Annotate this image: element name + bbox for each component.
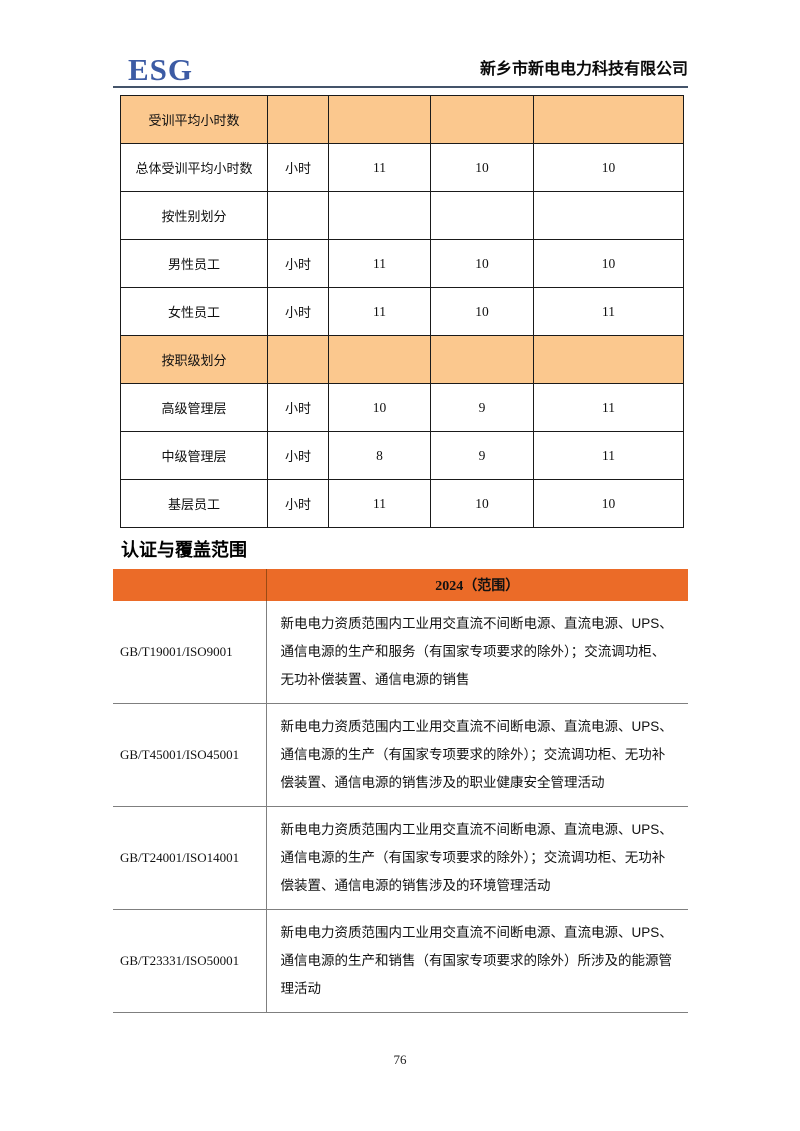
value-cell: 8 (328, 431, 431, 480)
scope-cell: 新电电力资质范围内工业用交直流不间断电源、直流电源、UPS、通信电源的生产和销售… (266, 909, 688, 1013)
training-hours-table: 受训平均小时数 总体受训平均小时数 小时 11 10 10 按性别划分 (120, 95, 684, 528)
scope-cell: 新电电力资质范围内工业用交直流不间断电源、直流电源、UPS、通信电源的生产（有国… (266, 806, 688, 910)
page-header: ESG 新乡市新电电力科技有限公司 (113, 42, 688, 88)
standard-cell: GB/T23331/ISO50001 (113, 909, 267, 1013)
unit-cell: 小时 (267, 143, 329, 192)
row-label: 女性员工 (120, 287, 268, 336)
value-cell (430, 95, 534, 144)
table-row: GB/T23331/ISO50001 新电电力资质范围内工业用交直流不间断电源、… (113, 909, 688, 1013)
value-cell: 10 (533, 479, 684, 528)
unit-cell: 小时 (267, 239, 329, 288)
value-cell: 10 (430, 287, 534, 336)
esg-logo: ESG (128, 52, 194, 87)
table-row: 按性别划分 (120, 191, 684, 240)
unit-cell (267, 191, 329, 240)
unit-cell: 小时 (267, 431, 329, 480)
value-cell: 10 (430, 239, 534, 288)
row-label: 按性别划分 (120, 191, 268, 240)
table-row: 中级管理层 小时 8 9 11 (120, 431, 684, 480)
row-label: 高级管理层 (120, 383, 268, 432)
table-row: 总体受训平均小时数 小时 11 10 10 (120, 143, 684, 192)
header-empty-cell (113, 569, 267, 601)
standard-cell: GB/T24001/ISO14001 (113, 806, 267, 910)
unit-cell (267, 95, 329, 144)
value-cell: 10 (430, 143, 534, 192)
table-row: 女性员工 小时 11 10 11 (120, 287, 684, 336)
value-cell (533, 95, 684, 144)
row-label: 按职级划分 (120, 335, 268, 384)
value-cell: 9 (430, 383, 534, 432)
value-cell: 10 (533, 143, 684, 192)
unit-cell: 小时 (267, 287, 329, 336)
section-title: 认证与覆盖范围 (121, 540, 247, 560)
value-cell: 10 (328, 383, 431, 432)
value-cell: 11 (328, 287, 431, 336)
value-cell: 10 (533, 239, 684, 288)
company-name: 新乡市新电电力科技有限公司 (479, 61, 688, 78)
table-row: GB/T19001/ISO9001 新电电力资质范围内工业用交直流不间断电源、直… (113, 601, 688, 704)
row-label: 总体受训平均小时数 (120, 143, 268, 192)
value-cell (430, 191, 534, 240)
value-cell (328, 191, 431, 240)
value-cell (328, 95, 431, 144)
table-row: 受训平均小时数 (120, 95, 684, 144)
table-row: 按职级划分 (120, 335, 684, 384)
value-cell (533, 335, 684, 384)
row-label: 基层员工 (120, 479, 268, 528)
value-cell: 11 (533, 383, 684, 432)
value-cell (328, 335, 431, 384)
table-row: 男性员工 小时 11 10 10 (120, 239, 684, 288)
value-cell: 11 (533, 287, 684, 336)
unit-cell (267, 335, 329, 384)
unit-cell: 小时 (267, 383, 329, 432)
unit-cell: 小时 (267, 479, 329, 528)
certification-header-row: 2024（范围） (113, 569, 688, 601)
certification-table: 2024（范围） GB/T19001/ISO9001 新电电力资质范围内工业用交… (113, 569, 688, 1013)
row-label: 中级管理层 (120, 431, 268, 480)
row-label: 受训平均小时数 (120, 95, 268, 144)
page-number: 76 (393, 1052, 407, 1067)
table-row: 高级管理层 小时 10 9 11 (120, 383, 684, 432)
column-header: 2024（范围） (266, 569, 688, 601)
value-cell (430, 335, 534, 384)
table-row: GB/T24001/ISO14001 新电电力资质范围内工业用交直流不间断电源、… (113, 806, 688, 910)
value-cell: 10 (430, 479, 534, 528)
value-cell: 11 (328, 479, 431, 528)
value-cell (533, 191, 684, 240)
value-cell: 11 (328, 239, 431, 288)
standard-cell: GB/T45001/ISO45001 (113, 703, 267, 807)
scope-cell: 新电电力资质范围内工业用交直流不间断电源、直流电源、UPS、通信电源的生产（有国… (266, 703, 688, 807)
scope-cell: 新电电力资质范围内工业用交直流不间断电源、直流电源、UPS、通信电源的生产和服务… (266, 601, 688, 704)
table-row: 基层员工 小时 11 10 10 (120, 479, 684, 528)
standard-cell: GB/T19001/ISO9001 (113, 601, 267, 704)
row-label: 男性员工 (120, 239, 268, 288)
value-cell: 11 (533, 431, 684, 480)
value-cell: 11 (328, 143, 431, 192)
value-cell: 9 (430, 431, 534, 480)
table-row: GB/T45001/ISO45001 新电电力资质范围内工业用交直流不间断电源、… (113, 703, 688, 807)
